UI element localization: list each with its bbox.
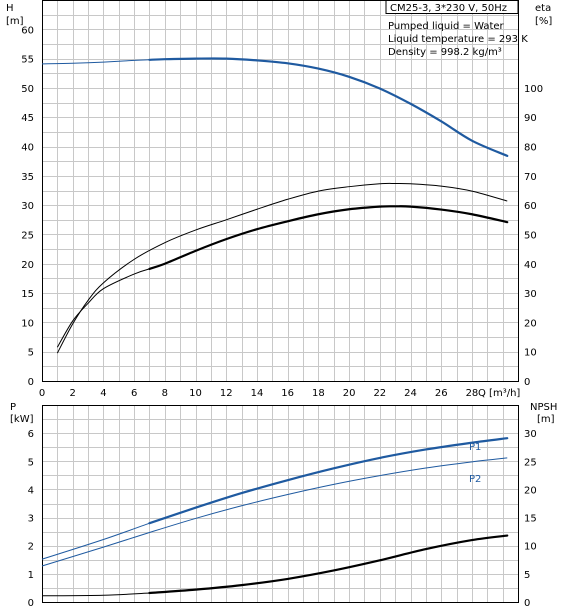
y-right-tick-label-top: 40 xyxy=(524,260,537,271)
top-series-2-line xyxy=(148,205,509,270)
y-right-tick-label-top: 100 xyxy=(524,84,543,95)
x-axis-label: Q [m³/h] xyxy=(478,388,520,399)
y-left-tick-label-bottom: 0 xyxy=(28,598,34,609)
annotation-pumped-liquid: Pumped liquid = Water xyxy=(388,21,505,32)
bottom-series-0-line xyxy=(148,437,509,525)
y-left-tick-label-bottom: 1 xyxy=(28,570,34,581)
top-series-1-line xyxy=(56,182,508,354)
x-tick-label: 0 xyxy=(39,388,45,399)
y-left-tick-label-bottom: 5 xyxy=(28,457,34,468)
y-right-tick-label-top: 80 xyxy=(524,143,537,154)
chart-title: CM25-3, 3*230 V, 50Hz xyxy=(390,3,507,14)
y-right-label-bottom: NPSH xyxy=(530,402,557,413)
y-right-tick-label-bottom: 30 xyxy=(524,429,537,440)
y-right-tick-label-bottom: 5 xyxy=(524,570,530,581)
y-right-tick-label-bottom: 20 xyxy=(524,485,537,496)
bottom-plot-frame xyxy=(42,405,519,603)
annotation-density: Density = 998.2 kg/m³ xyxy=(388,47,502,58)
y-left-tick-label-top: 5 xyxy=(28,348,34,359)
y-left-tick-label-bottom: 6 xyxy=(28,429,34,440)
y-left-tick-label-top: 30 xyxy=(21,201,34,212)
y-left-tick-label-top: 40 xyxy=(21,143,34,154)
y-left-tick-label-bottom: 3 xyxy=(28,514,34,525)
top-series-2-line-thin xyxy=(56,268,150,348)
x-tick-label: 4 xyxy=(100,388,106,399)
y-left-tick-label-top: 10 xyxy=(21,318,34,329)
bottom-series-2-line-thin xyxy=(41,592,150,597)
x-tick-label: 28 xyxy=(466,388,479,399)
y-left-tick-label-top: 35 xyxy=(21,172,34,183)
y-left-unit-top: [m] xyxy=(6,16,24,27)
y-right-tick-label-top: 60 xyxy=(524,201,537,212)
y-right-label-top: eta xyxy=(535,3,551,14)
y-left-label-top: H xyxy=(6,3,14,14)
x-tick-label: 18 xyxy=(312,388,325,399)
y-left-tick-label-top: 0 xyxy=(28,377,34,388)
x-tick-label: 14 xyxy=(251,388,264,399)
x-tick-label: 6 xyxy=(131,388,137,399)
series-label-p1: P1 xyxy=(469,442,481,453)
x-tick-label: 2 xyxy=(70,388,76,399)
y-left-tick-label-bottom: 2 xyxy=(28,542,34,553)
y-right-tick-label-top: 20 xyxy=(524,318,537,329)
y-right-tick-label-top: 90 xyxy=(524,113,537,124)
y-right-tick-label-top: 70 xyxy=(524,172,537,183)
y-right-tick-label-top: 30 xyxy=(524,289,537,300)
y-left-tick-label-bottom: 4 xyxy=(28,485,34,496)
x-tick-label: 20 xyxy=(343,388,356,399)
bottom-series-1-line xyxy=(41,457,508,567)
y-left-tick-label-top: 25 xyxy=(21,230,34,241)
y-right-unit-top: [%] xyxy=(535,16,552,27)
y-right-tick-label-top: 50 xyxy=(524,230,537,241)
y-left-tick-label-top: 45 xyxy=(21,113,34,124)
y-right-unit-bottom: [m] xyxy=(537,414,555,425)
y-right-tick-label-bottom: 25 xyxy=(524,457,537,468)
bottom-series-0-line-thin xyxy=(41,522,150,560)
y-right-tick-label-bottom: 10 xyxy=(524,542,537,553)
y-left-tick-label-top: 20 xyxy=(21,260,34,271)
title-box xyxy=(385,0,519,14)
x-tick-label: 26 xyxy=(435,388,448,399)
x-tick-label: 10 xyxy=(189,388,202,399)
y-left-unit-bottom: [kW] xyxy=(10,414,34,425)
x-tick-label: 16 xyxy=(281,388,294,399)
y-left-tick-label-top: 60 xyxy=(21,25,34,36)
y-right-tick-label-top: 10 xyxy=(524,348,537,359)
y-left-tick-label-top: 55 xyxy=(21,55,34,66)
x-tick-label: 24 xyxy=(404,388,417,399)
x-tick-label: 8 xyxy=(162,388,168,399)
x-tick-label: 22 xyxy=(373,388,386,399)
y-left-label-bottom: P xyxy=(10,402,16,413)
y-right-tick-label-bottom: 0 xyxy=(524,598,530,609)
y-left-tick-label-top: 15 xyxy=(21,289,34,300)
bottom-series-2-line xyxy=(148,534,509,595)
top-series-0-line xyxy=(148,57,509,158)
annotation-liquid-temperature: Liquid temperature = 293 K xyxy=(388,34,528,45)
top-plot-frame xyxy=(42,0,519,382)
series-label-p2: P2 xyxy=(469,474,481,485)
y-left-tick-label-top: 50 xyxy=(21,84,34,95)
y-right-tick-label-top: 0 xyxy=(524,377,530,388)
x-tick-label: 12 xyxy=(220,388,233,399)
y-right-tick-label-bottom: 15 xyxy=(524,514,537,525)
top-series-0-line-thin xyxy=(41,59,150,65)
